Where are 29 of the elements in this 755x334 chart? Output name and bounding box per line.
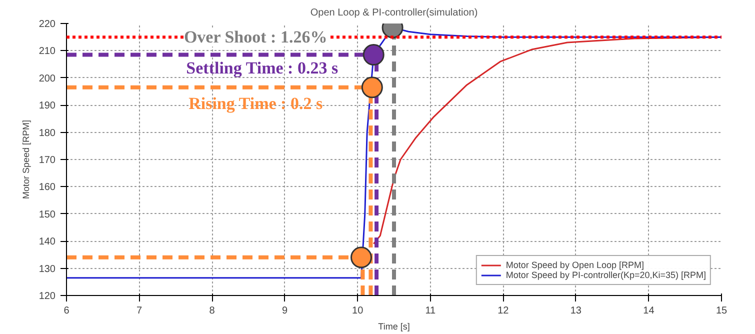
y-tick-label: 140 — [38, 236, 56, 248]
x-tick-label: 11 — [425, 306, 436, 316]
x-tick-label: 9 — [282, 306, 288, 316]
y-axis-title: Motor Speed [RPM] — [20, 120, 31, 200]
y-tick-label: 120 — [38, 291, 56, 302]
y-tick-label: 160 — [38, 182, 56, 194]
x-tick-label: 15 — [716, 306, 728, 316]
x-tick-label: 6 — [64, 306, 70, 316]
y-tick-label: 190 — [38, 100, 56, 112]
chart-title: Open Loop & PI-controller(simulation) — [310, 8, 478, 18]
annotation: Over Shoot : 1.26% — [184, 28, 328, 47]
x-tick-label: 7 — [136, 306, 142, 316]
x-tick-label: 8 — [209, 306, 216, 316]
legend-label: Motor Speed by Open Loop [RPM] — [506, 260, 644, 270]
x-tick-label: 14 — [643, 306, 655, 316]
y-tick-label: 130 — [38, 264, 56, 275]
annotation: Settling Time : 0.23 s — [186, 58, 338, 78]
y-tick-label: 220 — [38, 19, 56, 30]
y-tick-label: 200 — [38, 73, 56, 84]
annotation: Rising Time : 0.2 s — [188, 94, 323, 113]
y-tick-label: 170 — [38, 155, 56, 166]
x-tick-label: 12 — [498, 306, 510, 316]
x-axis-title: Time [s] — [378, 322, 410, 332]
y-tick-label: 210 — [38, 46, 56, 58]
legend-label: Motor Speed by PI-controller(Kp=20,Ki=35) [RPM] — [506, 270, 706, 280]
y-tick-label: 150 — [38, 209, 56, 220]
x-tick-label: 10 — [352, 306, 364, 316]
x-tick-label: 13 — [570, 306, 582, 316]
y-tick-label: 180 — [38, 128, 56, 139]
